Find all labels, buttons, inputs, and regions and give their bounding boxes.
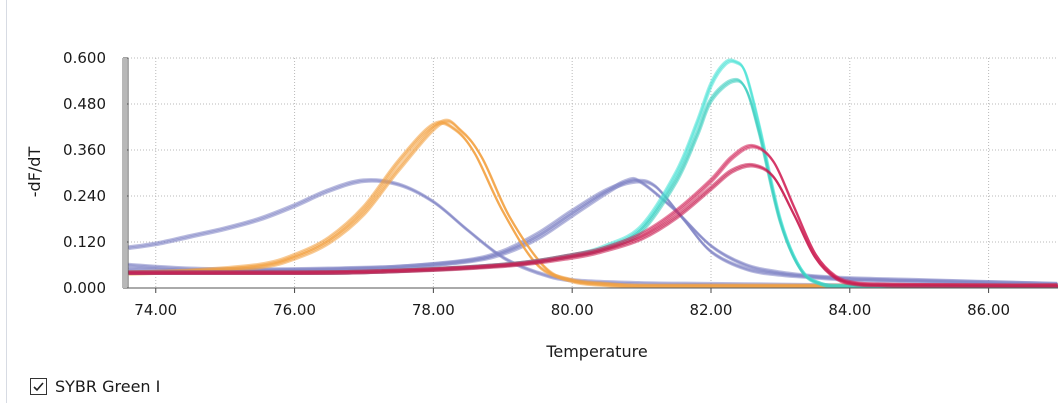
- melt-curve-replicate: [128, 120, 1058, 288]
- y-tick-label: 0.240: [63, 187, 106, 205]
- x-tick-label: 76.00: [273, 301, 316, 319]
- y-axis-scroll-handle[interactable]: [122, 58, 127, 288]
- y-tick-label: 0.120: [63, 233, 106, 251]
- melt-curve-replicate: [128, 80, 1058, 288]
- check-icon: [33, 381, 44, 391]
- x-tick-label: 84.00: [828, 301, 871, 319]
- y-axis-title: -dF/dT: [25, 147, 44, 198]
- x-tick-label: 80.00: [551, 301, 594, 319]
- melt-curve-series-8: [128, 164, 1058, 287]
- y-tick-label: 0.480: [63, 95, 106, 113]
- y-tick-label: 0.000: [63, 279, 106, 297]
- x-tick-label: 74.00: [134, 301, 177, 319]
- legend-item-sybr-green[interactable]: SYBR Green I: [30, 374, 160, 398]
- x-tick-label: 82.00: [690, 301, 733, 319]
- left-panel-border: [6, 0, 7, 403]
- melt-curve-replicate: [128, 165, 1058, 288]
- x-tick-label: 78.00: [412, 301, 455, 319]
- legend-label: SYBR Green I: [55, 376, 161, 396]
- melt-curve-series-6: [128, 79, 1058, 288]
- melt-curve-replicate: [128, 178, 1058, 285]
- x-tick-label: 86.00: [967, 301, 1010, 319]
- y-tick-label: 0.360: [63, 141, 106, 159]
- y-tick-label: 0.600: [63, 49, 106, 67]
- melt-curve-replicate: [128, 162, 1058, 286]
- legend-checkbox[interactable]: [30, 377, 47, 395]
- x-axis-title: Temperature: [545, 342, 647, 361]
